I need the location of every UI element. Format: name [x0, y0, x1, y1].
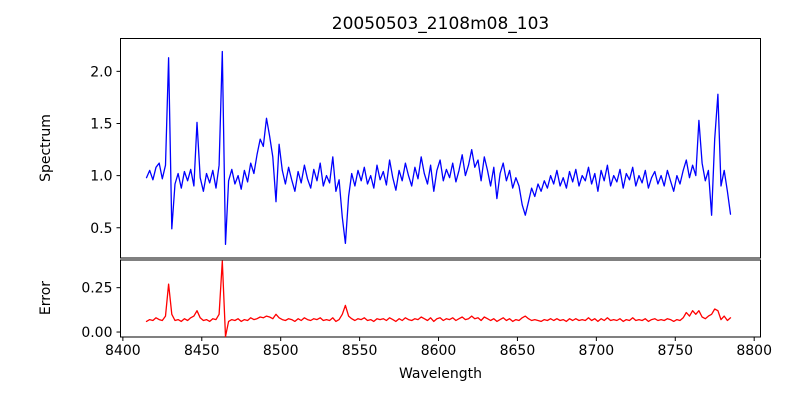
axes-border — [120, 38, 761, 259]
error-line — [145, 260, 732, 338]
x-tick-label: 8650 — [500, 343, 536, 359]
y-tick-label: 1.5 — [90, 116, 112, 132]
x-tick-label: 8550 — [342, 343, 378, 359]
y-tick-label: 2.0 — [90, 64, 112, 80]
x-tick-label: 8750 — [657, 343, 693, 359]
y-tick-label: 0.25 — [81, 281, 112, 297]
axes-border — [120, 259, 761, 338]
spectrum-line — [145, 50, 732, 246]
y-tick-label: 0.00 — [81, 325, 112, 341]
x-tick-label: 8700 — [579, 343, 615, 359]
x-tick-label: 8450 — [184, 343, 220, 359]
x-tick-label: 8600 — [421, 343, 457, 359]
x-tick-label: 8500 — [263, 343, 299, 359]
x-tick-label: 8400 — [105, 343, 141, 359]
y-tick-label: 1.0 — [90, 169, 112, 185]
y-tick-label: 0.5 — [90, 221, 112, 237]
chart-title: 20050503_2108m08_103 — [331, 14, 550, 34]
x-tick-label: 8800 — [736, 343, 772, 359]
x-axis-label: Wavelength — [398, 366, 483, 382]
